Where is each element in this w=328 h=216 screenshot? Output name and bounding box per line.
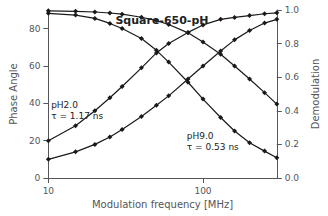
svg-text:40: 40: [29, 98, 41, 108]
svg-text:0.6: 0.6: [285, 72, 300, 82]
svg-text:Modulation frequency [MHz]: Modulation frequency [MHz]: [92, 199, 233, 210]
svg-text:1.0: 1.0: [285, 5, 300, 15]
svg-text:0.4: 0.4: [285, 106, 300, 116]
svg-text:0.0: 0.0: [285, 173, 300, 183]
svg-text:0.2: 0.2: [285, 139, 299, 149]
svg-text:20: 20: [29, 136, 41, 146]
svg-text:0.8: 0.8: [285, 39, 300, 49]
svg-text:0: 0: [35, 173, 41, 183]
svg-text:80: 80: [29, 24, 41, 34]
svg-text:100: 100: [194, 186, 211, 196]
svg-text:Square-650-pH: Square-650-pH: [115, 14, 208, 27]
svg-text:τ = 1.17 ns: τ = 1.17 ns: [51, 111, 103, 121]
svg-text:τ = 0.53 ns: τ = 0.53 ns: [187, 142, 239, 152]
svg-text:pH2.0: pH2.0: [51, 100, 78, 110]
svg-text:pH9.0: pH9.0: [187, 131, 214, 141]
svg-text:Phase Angle: Phase Angle: [8, 63, 19, 125]
svg-text:Demodulation: Demodulation: [310, 59, 321, 129]
svg-text:10: 10: [43, 186, 55, 196]
svg-text:60: 60: [29, 61, 41, 71]
